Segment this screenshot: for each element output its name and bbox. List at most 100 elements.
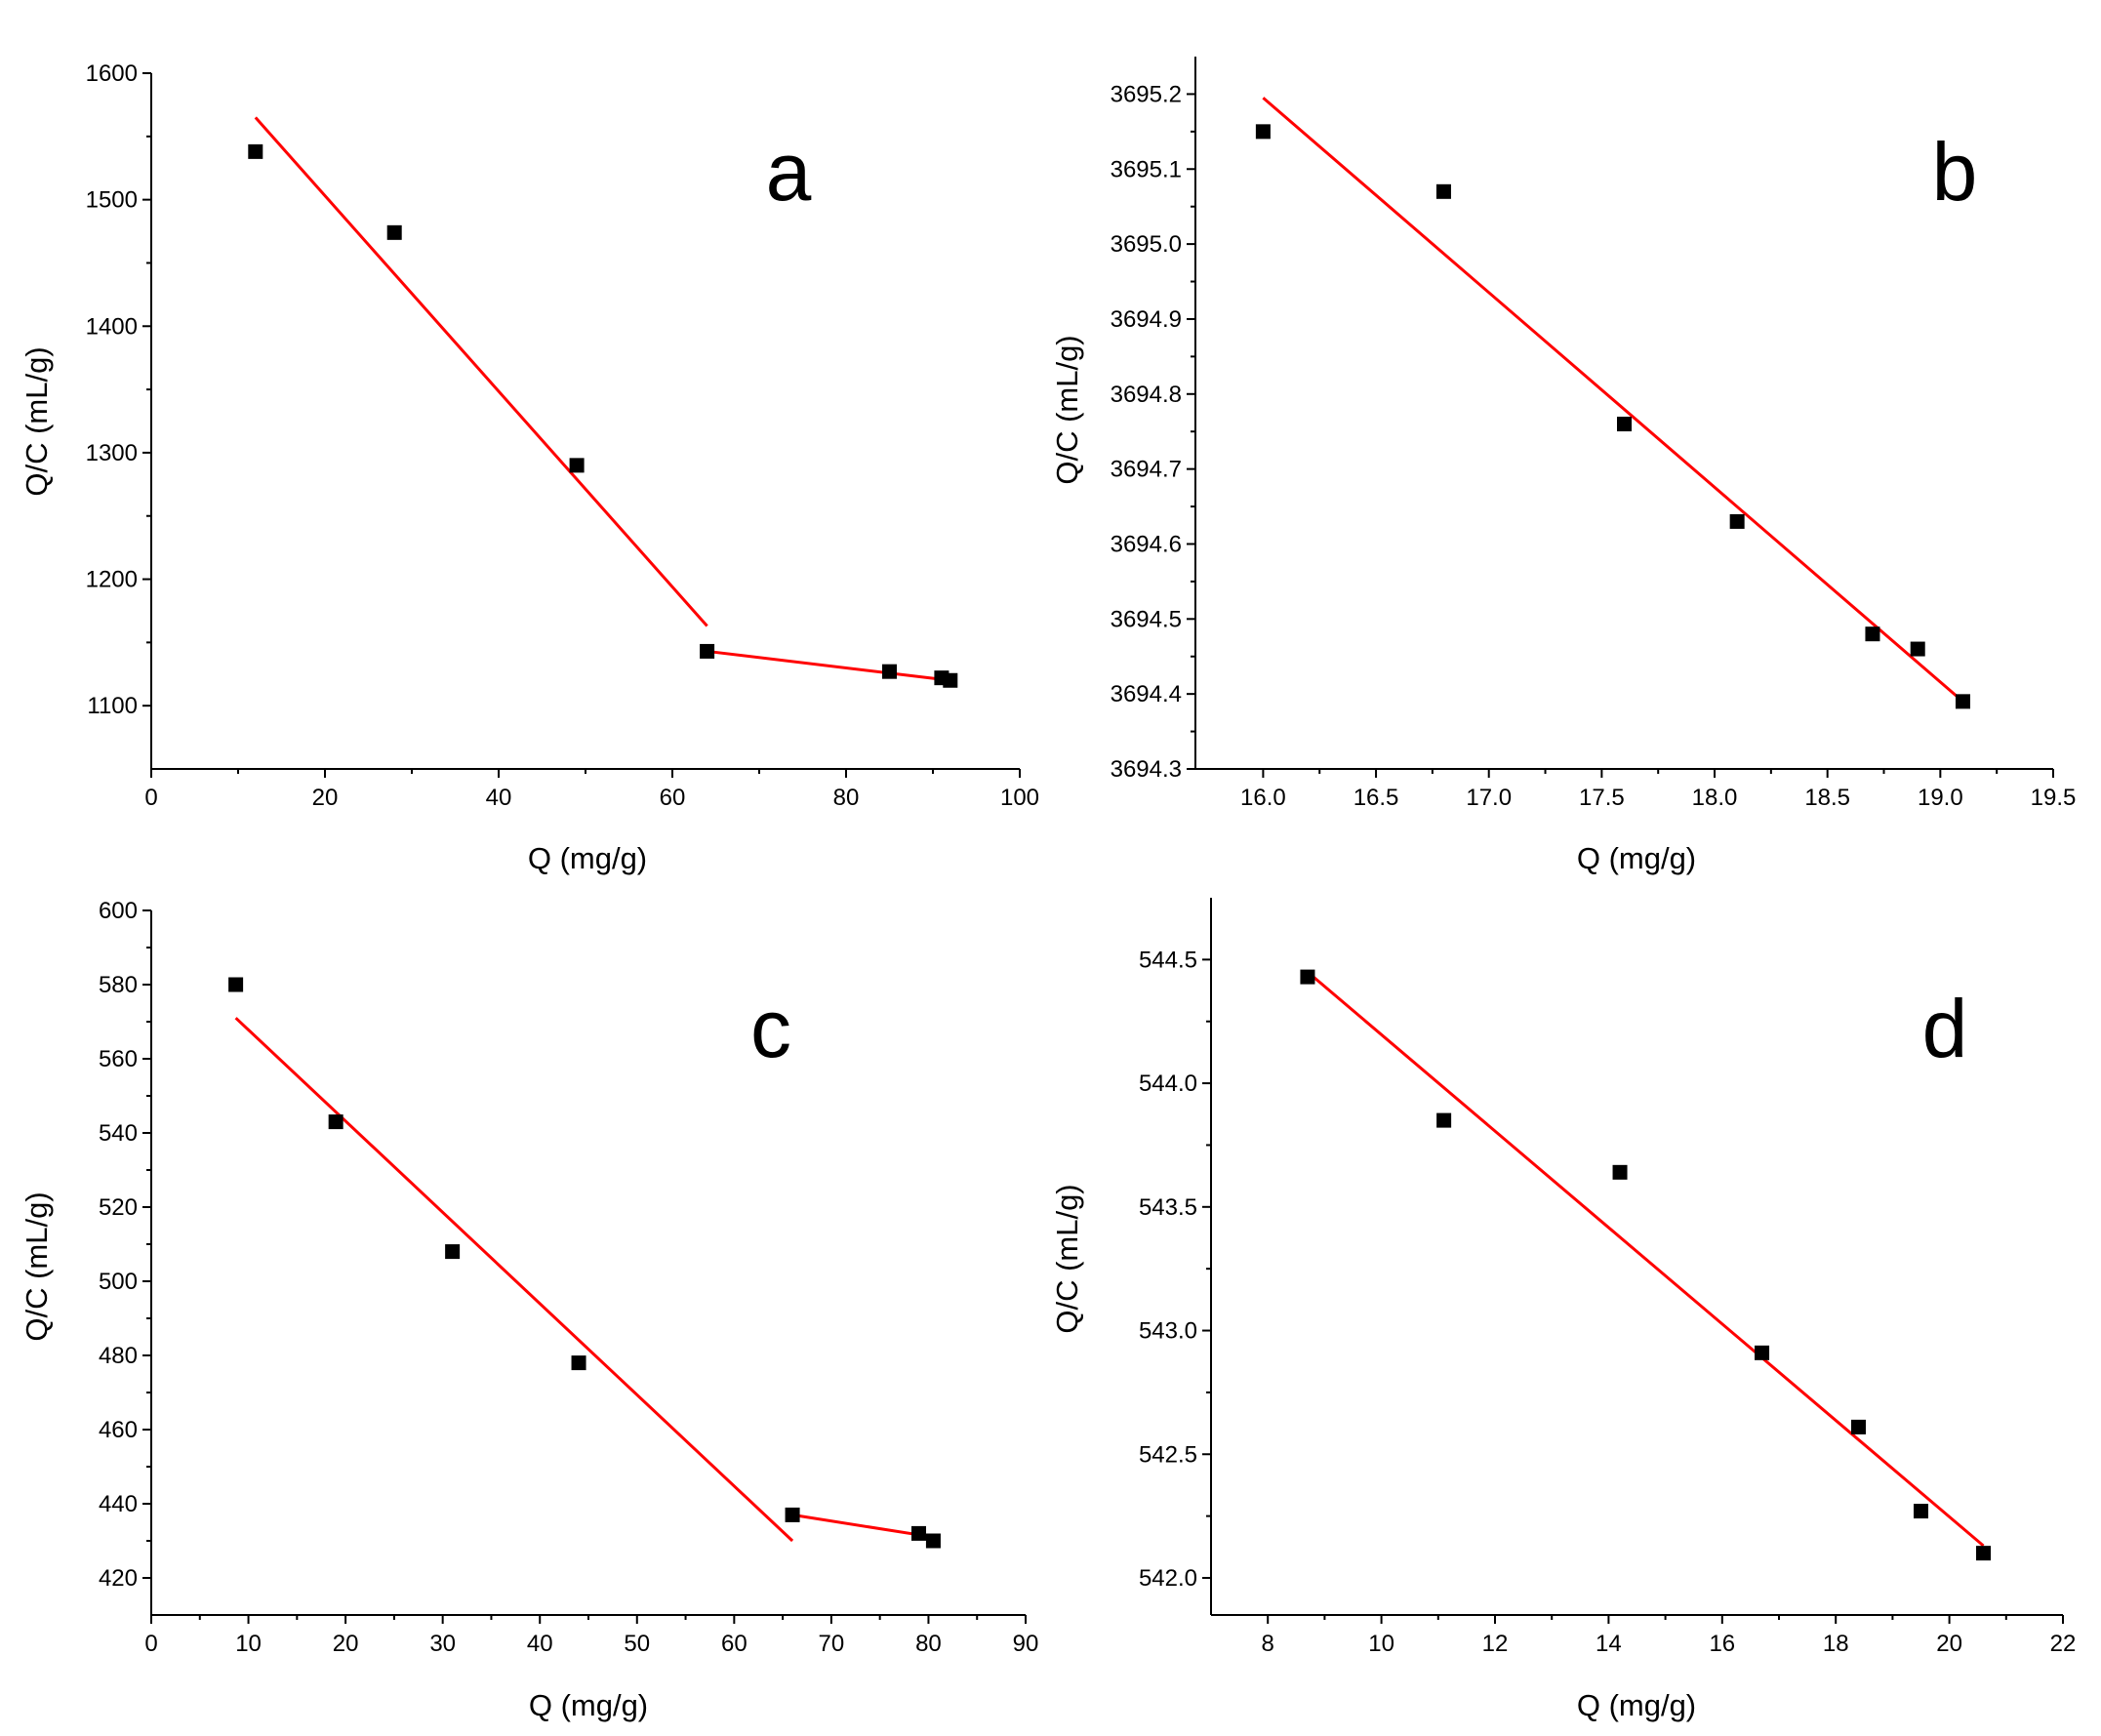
panel-d-points	[1300, 969, 1992, 1561]
panel-b-data-point	[1255, 124, 1271, 140]
panel-c-x-tick-label: 80	[915, 1631, 942, 1657]
panel-a-data-point	[700, 643, 715, 659]
panel-a-x-tick-label: 20	[312, 785, 339, 811]
panel-d-data-point	[1300, 969, 1315, 985]
panel-c-y-tick-label: 480	[99, 1343, 138, 1369]
panel-a-letter: a	[766, 126, 812, 218]
panel-d-x-tick-label: 18	[1823, 1631, 1849, 1657]
panel-c-x-axis-title: Q (mg/g)	[529, 1688, 648, 1722]
panel-b-letter: b	[1932, 126, 1978, 218]
panel-a-x-tick-label: 80	[833, 785, 860, 811]
panel-c-data-point	[910, 1525, 926, 1541]
panel-b-y-tick-label: 3694.3	[1111, 756, 1182, 783]
panel-a-y-tick-label: 1600	[86, 61, 138, 87]
panel-c-axes: 0 10 20 30 40 50 60 70 80 90 420 440 460 480 500 520 540…	[99, 898, 1038, 1657]
panel-d-data-point	[1976, 1546, 1992, 1561]
panel-d-letter: d	[1922, 983, 1968, 1074]
panel-b-x-tick-label: 19.5	[2031, 785, 2077, 811]
panel-b-y-axis-title: Q/C (mL/g)	[1050, 335, 1084, 484]
panel-b-data-point	[1955, 694, 1970, 709]
panel-d-data-point	[1914, 1504, 1928, 1519]
panel-b-y-tick-label: 3695.2	[1111, 81, 1182, 107]
panel-c-fit-line	[791, 1513, 934, 1539]
panel-c-points	[228, 977, 941, 1549]
panel-d-x-axis-title: Q (mg/g)	[1577, 1688, 1696, 1722]
panel-c-x-tick-label: 10	[235, 1631, 262, 1657]
panel-c-fit-line	[234, 1017, 794, 1543]
panel-d-data-point	[1436, 1112, 1452, 1128]
panel-b-axes: 16.0 16.5 17.0 17.5 18.0 18.5 19.0 19.5 3694.3 36…	[1111, 57, 2077, 811]
panel-b-y-tick-label: 3694.8	[1111, 382, 1182, 408]
panel-d-x-tick-label: 12	[1482, 1631, 1509, 1657]
panel-c-data-point	[228, 977, 244, 992]
panel-c-y-tick-label: 580	[99, 972, 138, 998]
panel-a-data-point	[248, 143, 263, 159]
panel-b-data-point	[1910, 641, 1925, 657]
panel-b-y-tick-label: 3694.4	[1111, 681, 1182, 707]
panel-b-y-tick-label: 3694.7	[1111, 457, 1182, 483]
panel-d-x-tick-label: 22	[2050, 1631, 2077, 1657]
panel-a-fit-lines	[254, 116, 950, 682]
panel-b-points	[1255, 124, 1970, 709]
panel-b-x-tick-label: 16.0	[1240, 785, 1286, 811]
panel-c-data-point	[445, 1244, 461, 1260]
panel-d-x-tick-label: 16	[1709, 1631, 1735, 1657]
panel-c-x-tick-label: 20	[333, 1631, 359, 1657]
panel-d-axes: 8 10 12 14 16 18 20 22 542.0 542.5 543.0 543.5 544.0…	[1139, 898, 2076, 1657]
panel-c-y-tick-label: 540	[99, 1120, 138, 1147]
panel-a-points	[248, 143, 958, 688]
panel-a-y-axis-title: Q/C (mL/g)	[20, 346, 54, 496]
panel-d-y-tick-label: 543.5	[1139, 1194, 1197, 1221]
panel-c-x-tick-label: 70	[819, 1631, 845, 1657]
panel-b-x-tick-label: 17.0	[1466, 785, 1512, 811]
panel-a: 0 20 40 60 80 100 1100 1200 1300 1400 1500 1600 Q (…	[20, 61, 1039, 875]
panel-c-x-tick-label: 40	[527, 1631, 553, 1657]
panel-b-x-tick-label: 16.5	[1354, 785, 1399, 811]
panel-c-data-point	[925, 1533, 941, 1549]
panel-d-x-tick-label: 14	[1596, 1631, 1622, 1657]
panel-a-data-point	[882, 664, 897, 679]
panel-b: 16.0 16.5 17.0 17.5 18.0 18.5 19.0 19.5 3694.3 36…	[1050, 57, 2076, 875]
panel-c-y-tick-label: 600	[99, 898, 138, 924]
panel-d-x-tick-label: 10	[1368, 1631, 1394, 1657]
panel-b-y-tick-label: 3695.0	[1111, 231, 1182, 258]
panel-a-x-tick-label: 40	[486, 785, 512, 811]
panel-d-y-axis-title: Q/C (mL/g)	[1050, 1184, 1084, 1333]
panel-c: 0 10 20 30 40 50 60 70 80 90 420 440 460 480 500 520 540…	[20, 898, 1038, 1722]
panel-a-x-tick-label: 100	[1000, 785, 1039, 811]
panel-b-fit-lines	[1262, 97, 1964, 703]
panel-d-y-tick-label: 543.0	[1139, 1318, 1197, 1345]
panel-c-fit-lines	[234, 1017, 934, 1543]
panel-d-fit-lines	[1306, 970, 1985, 1548]
panel-c-y-tick-label: 460	[99, 1417, 138, 1443]
panel-b-fit-line	[1262, 97, 1964, 703]
panel-c-x-tick-label: 30	[429, 1631, 456, 1657]
panel-d-y-tick-label: 544.0	[1139, 1070, 1197, 1097]
panel-c-x-tick-label: 60	[721, 1631, 747, 1657]
panel-b-y-tick-label: 3694.5	[1111, 606, 1182, 632]
panel-a-x-tick-label: 60	[660, 785, 686, 811]
panel-d: 8 10 12 14 16 18 20 22 542.0 542.5 543.0 543.5 544.0…	[1050, 898, 2076, 1722]
panel-a-y-tick-label: 1100	[87, 693, 138, 719]
panel-a-x-tick-label: 0	[144, 785, 157, 811]
panel-c-data-point	[571, 1355, 586, 1371]
panel-c-y-tick-label: 420	[99, 1565, 138, 1592]
panel-b-y-tick-label: 3695.1	[1111, 156, 1182, 182]
panel-c-y-tick-label: 440	[99, 1491, 138, 1517]
panel-c-y-tick-label: 560	[99, 1046, 138, 1072]
panel-c-x-tick-label: 50	[624, 1631, 650, 1657]
panel-b-y-tick-label: 3694.9	[1111, 306, 1182, 333]
panel-a-fit-line	[707, 649, 950, 682]
panel-c-y-tick-label: 500	[99, 1269, 138, 1295]
panel-d-y-tick-label: 544.5	[1139, 947, 1197, 973]
panel-b-y-tick-label: 3694.6	[1111, 531, 1182, 557]
panel-a-y-tick-label: 1200	[86, 567, 138, 593]
panel-c-data-point	[785, 1507, 800, 1522]
panel-a-data-point	[943, 672, 958, 688]
panel-c-letter: c	[750, 983, 791, 1074]
panel-b-x-tick-label: 19.0	[1918, 785, 1963, 811]
panel-a-data-point	[569, 458, 585, 473]
panel-b-x-tick-label: 17.5	[1579, 785, 1625, 811]
panel-b-x-tick-label: 18.0	[1692, 785, 1738, 811]
